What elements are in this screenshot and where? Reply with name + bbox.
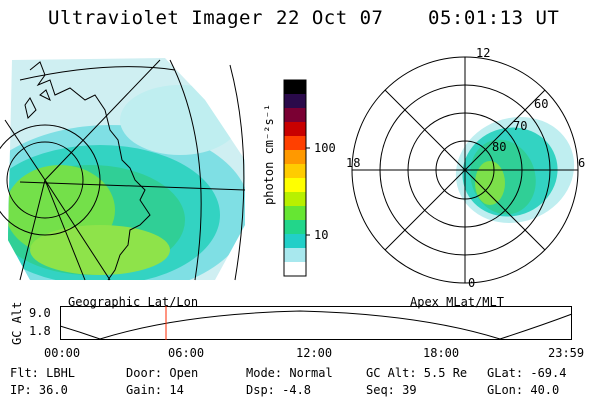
mlt-label-12: 12 <box>476 46 491 60</box>
sequence-status: Seq: 39 <box>366 383 417 397</box>
orbit-xtick-1200: 12:00 <box>296 346 333 360</box>
instrument-title: Ultraviolet Imager <box>48 7 263 29</box>
coastline-outline <box>24 61 151 281</box>
colorbar-tick-100: 100 <box>314 141 336 155</box>
colorbar-gradient <box>284 80 306 277</box>
colorbar-segment <box>284 220 306 235</box>
geo-caption: Geographic Lat/Lon <box>68 295 199 309</box>
glat-status: GLat: -69.4 <box>487 366 567 380</box>
colorbar-segment <box>284 136 306 151</box>
colorbar-segment <box>284 80 306 95</box>
date-label: 22 Oct 07 <box>276 7 384 29</box>
ip-status: IP: 36.0 <box>10 383 68 397</box>
polar-caption: Apex MLat/MLT <box>410 295 504 309</box>
mlt-label-18: 18 <box>346 156 361 170</box>
orbit-xtick-0000: 00:00 <box>44 346 81 360</box>
colorbar-segment <box>284 178 306 193</box>
colorbar-tick-10: 10 <box>314 228 329 242</box>
orbit-plot <box>60 306 573 340</box>
door-status: Door: Open <box>126 366 199 380</box>
orbit-xtick-1800: 18:00 <box>423 346 460 360</box>
colorbar <box>283 79 310 277</box>
colorbar-segment <box>284 206 306 221</box>
polar-plot <box>351 56 579 284</box>
colorbar-segment <box>284 94 306 109</box>
colorbar-segment <box>284 192 306 207</box>
colorbar-segment <box>284 108 306 123</box>
colorbar-segment <box>284 150 306 165</box>
colorbar-segment <box>284 262 306 277</box>
mlat-label-80: 80 <box>492 140 507 154</box>
colorbar-segment <box>284 248 306 263</box>
filter-status: Flt: LBHL <box>10 366 76 380</box>
orbit-xtick-2359: 23:59 <box>548 346 585 360</box>
mlat-label-70: 70 <box>513 119 528 133</box>
geographic-image-panel <box>0 58 246 281</box>
mlt-label-6: 6 <box>578 156 586 170</box>
polar-grid <box>351 56 579 284</box>
gc-altitude-status: GC Alt: 5.5 Re <box>366 366 468 380</box>
colorbar-label: photon cm⁻²s⁻¹ <box>262 103 276 205</box>
gain-status: Gain: 14 <box>126 383 184 397</box>
colorbar-segment <box>284 234 306 249</box>
mlt-label-0: 0 <box>468 276 476 290</box>
glon-status: GLon: 40.0 <box>487 383 560 397</box>
orbit-ytick-low: 1.8 <box>29 324 51 338</box>
mode-status: Mode: Normal <box>246 366 333 380</box>
colorbar-segment <box>284 122 306 137</box>
geo-grid-lines <box>0 59 246 281</box>
geo-image-emission <box>8 58 245 280</box>
orbit-altitude-curve <box>60 310 573 340</box>
orbit-xtick-0600: 06:00 <box>168 346 205 360</box>
mlat-label-60: 60 <box>534 97 549 111</box>
colorbar-segment <box>284 164 306 179</box>
orbit-ylabel: GC Alt <box>10 301 24 345</box>
orbit-ytick-high: 9.0 <box>29 306 51 320</box>
dsp-status: Dsp: -4.8 <box>246 383 312 397</box>
time-label: 05:01:13 UT <box>428 7 560 29</box>
